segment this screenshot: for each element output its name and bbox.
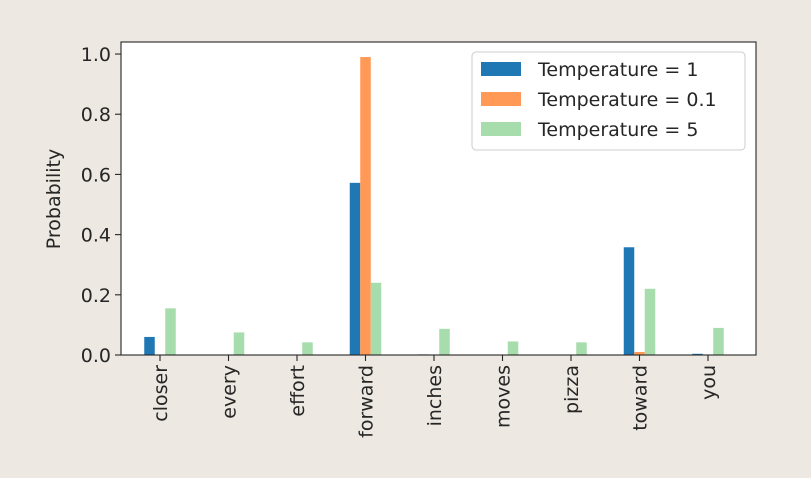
x-tick-label-pizza: pizza: [561, 365, 583, 414]
bar-you-series-1: [692, 353, 703, 355]
legend-label-2: Temperature = 0.1: [537, 89, 717, 111]
bars-layer: [144, 57, 724, 356]
bar-forward-series-1: [349, 182, 361, 355]
bar-toward-series-2: [634, 351, 645, 355]
y-tick-label: 0.2: [81, 285, 111, 307]
bar-moves-series-3: [507, 341, 519, 355]
x-tick-label-inches: inches: [424, 365, 446, 426]
bar-closer-series-1: [144, 336, 155, 355]
y-tick-label: 1.0: [81, 44, 111, 66]
legend-label-1: Temperature = 1: [537, 59, 698, 81]
bar-you-series-3: [713, 327, 724, 355]
bar-inches-series-3: [439, 328, 450, 355]
plot-frame: [120, 41, 757, 356]
y-tick-label: 0.4: [81, 225, 111, 247]
bar-forward-series-2: [360, 57, 371, 356]
x-tick-label-closer: closer: [150, 365, 172, 422]
bar-toward-series-3: [644, 288, 656, 355]
y-tick-label: 0.8: [81, 104, 111, 126]
x-tick-label-forward: forward: [356, 365, 378, 438]
legend-swatch-1: [481, 62, 521, 76]
legend-swatch-3: [481, 122, 521, 136]
x-tick-label-you: you: [698, 365, 720, 400]
y-axis-ticks: 0.0 0.2 0.4 0.6 0.8 1.0: [81, 44, 121, 367]
legend-label-3: Temperature = 5: [537, 119, 698, 141]
x-tick-label-toward: toward: [630, 365, 652, 431]
bar-every-series-3: [233, 332, 245, 355]
bar-toward-series-1: [623, 247, 635, 355]
x-axis-ticks: closer every effort forward inches moves pizza…: [150, 355, 720, 438]
legend-swatch-2: [481, 92, 521, 106]
legend: Temperature = 1 Temperature = 0.1 Temperat…: [471, 51, 746, 151]
x-tick-label-moves: moves: [493, 365, 515, 428]
bar-effort-series-3: [302, 342, 313, 355]
x-tick-label-effort: effort: [287, 365, 309, 417]
x-tick-label-every: every: [219, 365, 241, 419]
bar-pizza-series-3: [576, 342, 587, 355]
bar-forward-series-3: [370, 282, 382, 355]
y-tick-label: 0.0: [81, 345, 111, 367]
legend-box: [471, 51, 746, 151]
y-tick-label: 0.6: [81, 164, 111, 186]
bar-closer-series-3: [165, 308, 176, 355]
y-axis-label: Probability: [43, 149, 65, 249]
